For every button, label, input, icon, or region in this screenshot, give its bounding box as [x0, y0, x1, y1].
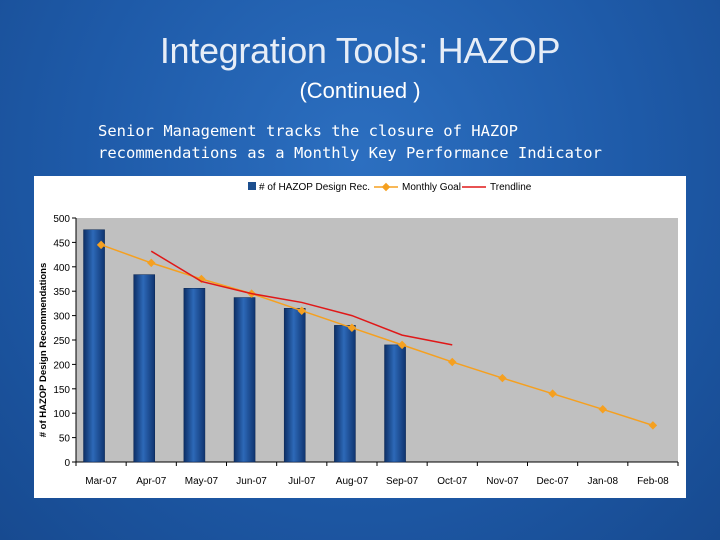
x-tick-label: Sep-07 [386, 476, 419, 487]
goal-point [648, 421, 658, 430]
trendline [150, 250, 453, 346]
goal-point [397, 340, 407, 350]
x-tick-label: Jul-07 [288, 476, 316, 487]
x-tick-label: Apr-07 [136, 476, 166, 487]
y-tick-label: 450 [53, 238, 70, 249]
x-tick-label: Jan-08 [587, 476, 618, 487]
x-tick-label: Oct-07 [437, 476, 467, 487]
bar [83, 229, 105, 463]
chart-svg: 0 50 100 150 200 250 300 350 400 450 500 # of HAZOP… [38, 182, 679, 487]
y-tick-label: 500 [53, 214, 70, 225]
slide-subtitle: (Continued ) [299, 78, 421, 103]
legend-swatch-bar [248, 182, 256, 190]
legend-label-goal: Monthly Goal [402, 182, 461, 193]
goal-point [448, 357, 457, 367]
legend-label-bar: # of HAZOP Design Rec. [259, 182, 370, 193]
y-tick-label: 200 [53, 360, 70, 371]
x-tick-label: Dec-07 [536, 476, 569, 487]
x-tick-label: May-07 [185, 476, 219, 487]
bar [283, 308, 306, 463]
caption-line-2: recommendations as a Monthly Key Perform… [98, 144, 602, 162]
plot-area [76, 218, 678, 462]
chart-container: 0 50 100 150 200 250 300 350 400 450 500 # of HAZOP… [34, 176, 686, 498]
y-tick-label: 300 [53, 312, 70, 323]
x-tick-label: Nov-07 [486, 476, 519, 487]
bar [384, 344, 406, 463]
bar [233, 297, 256, 463]
bar [334, 325, 356, 463]
x-tick-label: Jun-07 [236, 476, 267, 487]
goal-point [548, 389, 557, 398]
goal-point [498, 373, 507, 383]
x-tick-label: Aug-07 [336, 476, 369, 487]
slide-title: Integration Tools: HAZOP [159, 30, 561, 71]
goal-point [347, 323, 357, 333]
legend-swatch-goal-marker [381, 182, 391, 192]
goal-point [96, 240, 106, 250]
y-tick-label: 400 [53, 263, 70, 274]
y-axis-title: # of HAZOP Design Recommendations [38, 263, 49, 438]
x-tick-label: Feb-08 [637, 476, 669, 487]
x-tick-label: Mar-07 [85, 476, 117, 487]
goal-point [297, 306, 306, 315]
y-tick-label: 250 [53, 336, 70, 347]
y-tick-label: 150 [53, 385, 70, 396]
y-tick-label: 50 [59, 434, 71, 445]
bar [133, 274, 156, 463]
y-tick-label: 0 [64, 458, 70, 469]
caption-line-1: Senior Management tracks the closure of … [98, 122, 518, 140]
y-tick-label: 350 [53, 287, 70, 298]
slide-caption: Senior Management tracks the closure of … [98, 120, 698, 164]
y-tick-label: 100 [53, 409, 70, 420]
bar [183, 288, 206, 463]
legend-label-trend: Trendline [490, 182, 532, 193]
goal-point [197, 274, 206, 284]
